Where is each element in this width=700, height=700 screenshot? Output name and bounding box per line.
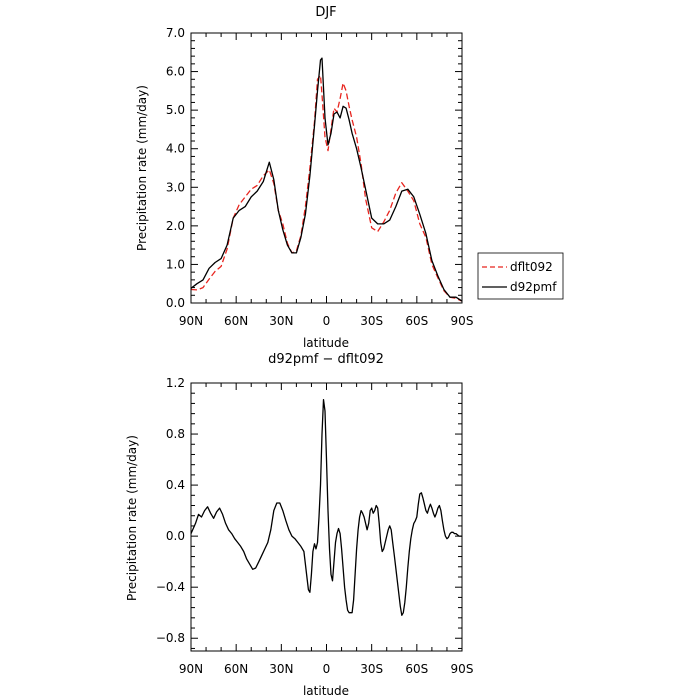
y-tick-label: 7.0 bbox=[166, 26, 185, 40]
x-tick-label: 60N bbox=[224, 314, 248, 328]
y-tick-label: 0.8 bbox=[166, 427, 185, 441]
series-line-d92pmf bbox=[190, 57, 463, 302]
y-tick-label: 0.4 bbox=[166, 478, 185, 492]
chart-title: DJF bbox=[315, 5, 336, 20]
y-axis-label: Precipitation rate (mm/day) bbox=[125, 435, 139, 601]
series-lines bbox=[190, 57, 463, 302]
x-tick-label: 90S bbox=[451, 662, 474, 676]
x-tick-label: 90S bbox=[451, 314, 474, 328]
legend: dflt092 d92pmf bbox=[477, 252, 564, 300]
x-tick-label: 0 bbox=[323, 662, 331, 676]
x-tick-label: 90N bbox=[179, 314, 203, 328]
x-tick-label: 30S bbox=[360, 314, 383, 328]
x-tick-label: 60N bbox=[224, 662, 248, 676]
y-tick-label: −0.4 bbox=[156, 580, 185, 594]
y-tick-label: 1.2 bbox=[166, 376, 185, 390]
x-tick-label: 60S bbox=[405, 662, 428, 676]
plot-frame bbox=[190, 32, 463, 304]
chart-difference: d92pmf − dflt092 Precipitation rate (mm/… bbox=[125, 352, 473, 698]
x-tick-label: 0 bbox=[323, 314, 331, 328]
y-tick-label: 6.0 bbox=[166, 65, 185, 79]
y-tick-label: 2.0 bbox=[166, 219, 185, 233]
series-lines bbox=[190, 398, 462, 616]
x-tick-label: 30N bbox=[269, 314, 293, 328]
legend-label-d92pmf: d92pmf bbox=[510, 280, 557, 294]
axis-ticks: 90N 60N 30N 0 30S 60S 90S −0.8 −0.4 0.0 0.4 0.8 1.2 bbox=[156, 376, 474, 676]
y-tick-label: 0.0 bbox=[166, 296, 185, 310]
x-tick-label: 30N bbox=[269, 662, 293, 676]
y-tick-label: 1.0 bbox=[166, 257, 185, 271]
series-line-dflt092 bbox=[190, 74, 463, 302]
chart-title: d92pmf − dflt092 bbox=[268, 352, 384, 367]
y-tick-label: 5.0 bbox=[166, 103, 185, 117]
x-axis-label: latitude bbox=[303, 336, 349, 350]
series-line-series-0 bbox=[190, 398, 462, 616]
y-axis-label: Precipitation rate (mm/day) bbox=[135, 85, 149, 251]
plot-frame bbox=[190, 382, 463, 652]
x-tick-label: 90N bbox=[179, 662, 203, 676]
x-tick-label: 60S bbox=[405, 314, 428, 328]
legend-label-dflt092: dflt092 bbox=[510, 260, 553, 274]
axis-ticks: 90N 60N 30N 0 30S 60S 90S 0.0 1.0 2.0 3.0 4.0 5.0 6.0… bbox=[166, 26, 474, 328]
legend-box bbox=[477, 252, 564, 300]
y-tick-label: 0.0 bbox=[166, 529, 185, 543]
y-tick-label: 4.0 bbox=[166, 142, 185, 156]
y-tick-label: 3.0 bbox=[166, 180, 185, 194]
y-tick-label: −0.8 bbox=[156, 631, 185, 645]
x-axis-label: latitude bbox=[303, 684, 349, 698]
chart-djf: DJF Precipitation rate (mm/day) latitude… bbox=[135, 5, 564, 350]
x-tick-label: 30S bbox=[360, 662, 383, 676]
